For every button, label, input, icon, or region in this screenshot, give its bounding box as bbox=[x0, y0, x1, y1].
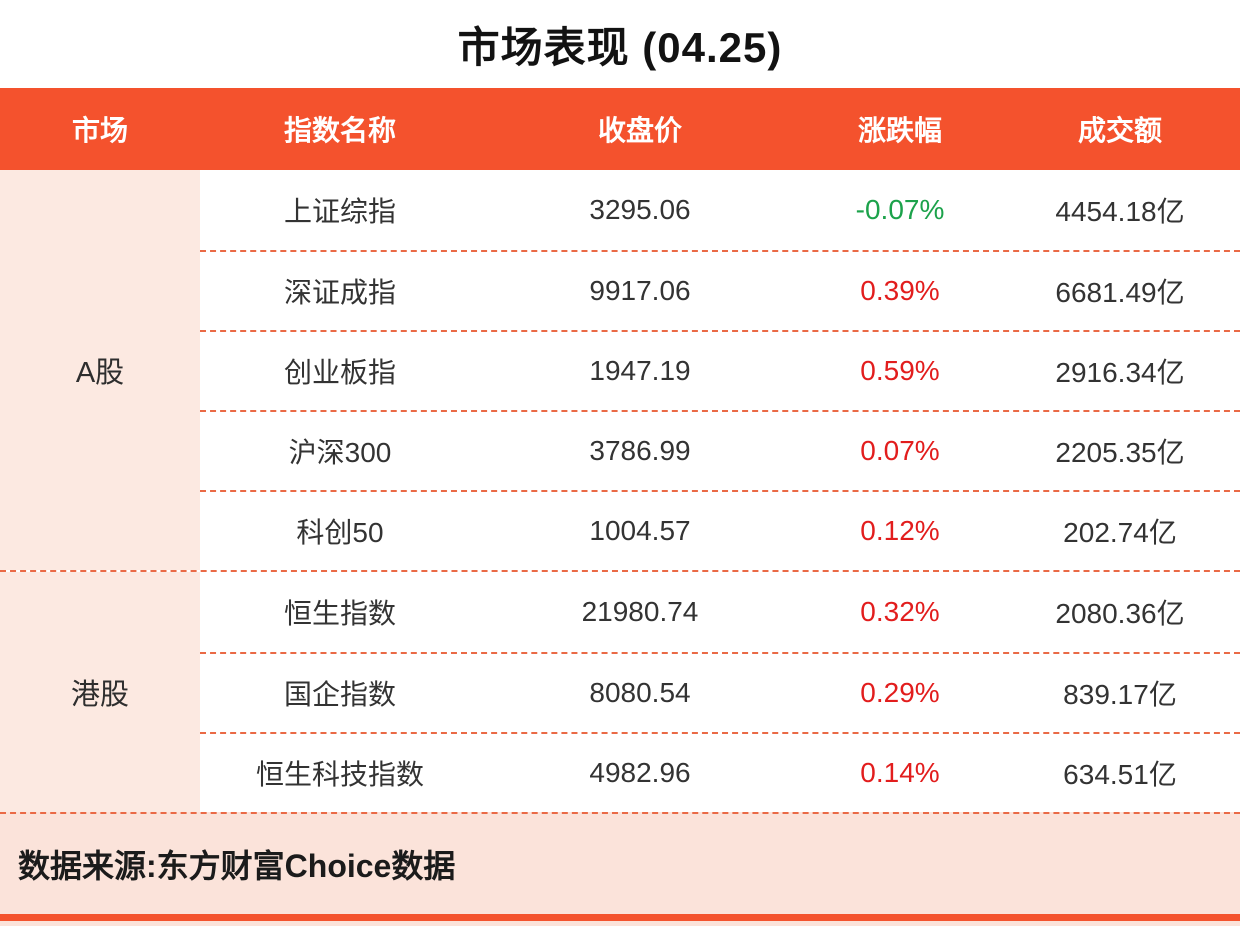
index-name-cell: 科创50 bbox=[296, 517, 384, 548]
header-market: 市场 bbox=[71, 115, 128, 146]
index-name-cell: 深证成指 bbox=[283, 277, 396, 308]
market-section-hk-shares: 港股 恒生指数 21980.74 0.32% 2080.36亿国企指数 8080.54 0.… bbox=[0, 570, 1240, 812]
change-pct-cell: 0.14% bbox=[860, 757, 940, 788]
bottom-under-strip bbox=[0, 921, 1240, 926]
change-pct-cell: 0.39% bbox=[860, 275, 940, 306]
index-name-cell: 沪深300 bbox=[288, 437, 392, 468]
close-price-cell: 21980.74 bbox=[581, 596, 699, 627]
table-header: 市场 指数名称 收盘价 涨跌幅 成交额 bbox=[0, 88, 1240, 170]
table-row: 国企指数 8080.54 0.29% 839.17亿 bbox=[200, 652, 1240, 732]
table-row: 恒生科技指数 4982.96 0.14% 634.51亿 bbox=[200, 732, 1240, 812]
index-name-cell: 恒生指数 bbox=[283, 598, 396, 629]
index-name-cell: 创业板指 bbox=[283, 357, 396, 388]
change-pct-cell: -0.07% bbox=[855, 194, 945, 225]
index-name-cell: 恒生科技指数 bbox=[255, 759, 424, 790]
header-turnover: 成交额 bbox=[1077, 115, 1162, 146]
close-price-cell: 8080.54 bbox=[589, 677, 691, 708]
bottom-accent-bar bbox=[0, 914, 1240, 921]
change-pct-cell: 0.59% bbox=[860, 355, 940, 386]
table-row: 上证综指 3295.06 -0.07% 4454.18亿 bbox=[200, 170, 1240, 250]
turnover-cell: 6681.49亿 bbox=[1055, 277, 1185, 308]
turnover-cell: 2205.35亿 bbox=[1055, 437, 1185, 468]
table-row: 沪深300 3786.99 0.07% 2205.35亿 bbox=[200, 410, 1240, 490]
title-bar: 市场表现 (04.25) bbox=[0, 0, 1240, 88]
change-pct-cell: 0.32% bbox=[860, 596, 940, 627]
header-change-pct: 涨跌幅 bbox=[857, 115, 942, 146]
close-price-cell: 1004.57 bbox=[589, 515, 691, 546]
turnover-cell: 2080.36亿 bbox=[1055, 598, 1185, 629]
turnover-cell: 202.74亿 bbox=[1063, 517, 1177, 548]
turnover-cell: 634.51亿 bbox=[1063, 759, 1177, 790]
table-body: A股 上证综指 3295.06 -0.07% 4454.18亿深证成指 9917.06 0.… bbox=[0, 170, 1240, 812]
header-index-name: 指数名称 bbox=[283, 115, 396, 146]
close-price-cell: 1947.19 bbox=[589, 355, 691, 386]
section-rows: 上证综指 3295.06 -0.07% 4454.18亿深证成指 9917.06 0.39… bbox=[200, 170, 1240, 570]
close-price-cell: 4982.96 bbox=[589, 757, 691, 788]
header-close-price: 收盘价 bbox=[597, 115, 682, 146]
close-price-cell: 3786.99 bbox=[589, 435, 691, 466]
footer: 数据来源:东方财富Choice数据 bbox=[0, 812, 1240, 914]
change-pct-cell: 0.12% bbox=[860, 515, 940, 546]
table-row: 创业板指 1947.19 0.59% 2916.34亿 bbox=[200, 330, 1240, 410]
turnover-cell: 4454.18亿 bbox=[1055, 196, 1185, 227]
table-row: 科创50 1004.57 0.12% 202.74亿 bbox=[200, 490, 1240, 570]
index-name-cell: 国企指数 bbox=[283, 679, 396, 710]
data-source-label: 数据来源:东方财富Choice数据 bbox=[18, 848, 456, 884]
turnover-cell: 2916.34亿 bbox=[1055, 357, 1185, 388]
change-pct-cell: 0.07% bbox=[860, 435, 940, 466]
table-row: 深证成指 9917.06 0.39% 6681.49亿 bbox=[200, 250, 1240, 330]
close-price-cell: 3295.06 bbox=[589, 194, 691, 225]
market-section-a-shares: A股 上证综指 3295.06 -0.07% 4454.18亿深证成指 9917.06 0.… bbox=[0, 170, 1240, 570]
table-row: 恒生指数 21980.74 0.32% 2080.36亿 bbox=[200, 572, 1240, 652]
section-rows: 恒生指数 21980.74 0.32% 2080.36亿国企指数 8080.54 0.29… bbox=[200, 572, 1240, 812]
change-pct-cell: 0.29% bbox=[860, 677, 940, 708]
index-name-cell: 上证综指 bbox=[283, 196, 396, 227]
turnover-cell: 839.17亿 bbox=[1063, 679, 1177, 710]
close-price-cell: 9917.06 bbox=[589, 275, 691, 306]
market-label: A股 bbox=[0, 170, 200, 570]
market-label: 港股 bbox=[0, 572, 200, 812]
page-title: 市场表现 (04.25) bbox=[457, 23, 783, 71]
